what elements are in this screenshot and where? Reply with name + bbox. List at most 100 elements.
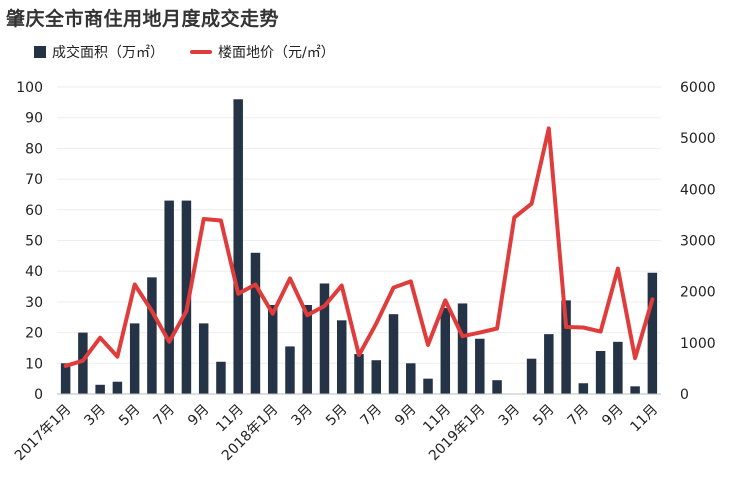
bar (578, 383, 589, 394)
price-point (253, 283, 257, 287)
price-point (547, 126, 551, 130)
y-left-tick-label: 0 (34, 387, 43, 403)
bar (216, 361, 226, 394)
y-left-tick-label: 60 (25, 203, 43, 219)
price-point (322, 304, 326, 308)
x-tick-label: 9月 (392, 402, 420, 430)
y-left-tick-label: 20 (25, 326, 43, 342)
bar (561, 300, 571, 394)
bar (112, 381, 123, 394)
price-point (271, 312, 275, 316)
legend-swatch-bar (34, 46, 46, 58)
bar (388, 314, 399, 394)
x-tick-label: 9月 (599, 402, 627, 430)
legend-item-price: 楼面地价（元/㎡） (190, 42, 335, 62)
price-point (150, 309, 154, 313)
bar (302, 304, 312, 394)
y-right-tick-label: 0 (680, 387, 689, 403)
price-point (115, 355, 119, 359)
price-point (374, 321, 378, 325)
bar (613, 341, 623, 394)
bar (319, 283, 330, 394)
bar (526, 358, 537, 394)
y-right-tick-label: 4000 (680, 182, 716, 198)
bar (233, 99, 243, 394)
y-left-tick-label: 80 (25, 141, 43, 157)
y-left-tick-label: 30 (25, 295, 43, 311)
bar (60, 363, 71, 394)
price-point (409, 279, 413, 283)
bar (544, 334, 554, 394)
y-right-tick-label: 5000 (680, 131, 716, 147)
bar (198, 323, 209, 394)
bar (440, 308, 451, 394)
bar (147, 277, 157, 394)
bar (475, 338, 485, 394)
bar (267, 304, 278, 394)
price-point (305, 313, 309, 317)
price-point (340, 284, 344, 288)
price-point (512, 215, 516, 219)
x-tick-label: 9月 (185, 402, 213, 430)
legend-label-price: 楼面地价（元/㎡） (218, 45, 335, 61)
price-point (98, 336, 102, 340)
y-left-tick-label: 70 (25, 172, 43, 188)
bar (647, 272, 658, 394)
bar (423, 378, 433, 394)
legend-label-area: 成交面积（万㎡） (52, 45, 164, 61)
y-left-tick-label: 40 (25, 264, 43, 280)
price-point (495, 327, 499, 331)
bar (95, 384, 105, 394)
price-point (357, 353, 361, 357)
x-tick-label: 3月 (496, 402, 524, 430)
price-point (64, 364, 68, 368)
bar (78, 332, 88, 394)
x-tick-label: 5月 (323, 402, 351, 430)
bar (250, 252, 261, 394)
y-left-tick-label: 90 (25, 111, 43, 127)
bar (371, 360, 382, 394)
chart-legend: 成交面积（万㎡） 楼面地价（元/㎡） (34, 42, 361, 62)
bar (457, 303, 468, 394)
x-tick-label: 11月 (627, 402, 661, 436)
price-point (392, 286, 396, 290)
y-right-tick-label: 2000 (680, 285, 716, 301)
bar (129, 323, 140, 394)
price-point (461, 334, 465, 338)
x-tick-label: 5月 (116, 402, 144, 430)
price-point (599, 330, 603, 334)
price-point (202, 217, 206, 221)
y-left-tick-label: 100 (16, 80, 43, 96)
price-point (133, 283, 137, 287)
price-point (288, 276, 292, 280)
price-point (167, 340, 171, 344)
price-point (650, 297, 654, 301)
x-tick-label: 2017年1月 (12, 402, 75, 465)
price-point (564, 325, 568, 329)
y-left-tick-label: 50 (25, 234, 43, 250)
x-tick-label: 3月 (289, 402, 317, 430)
price-point (236, 292, 240, 296)
bar (492, 380, 502, 394)
price-point (616, 267, 620, 271)
x-tick-label: 7月 (150, 402, 178, 430)
legend-item-area: 成交面积（万㎡） (34, 42, 164, 62)
chart-title: 肇庆全市商住用地月度成交走势 (6, 8, 280, 30)
bar (406, 363, 416, 394)
price-point (426, 343, 430, 347)
y-right-tick-label: 3000 (680, 234, 716, 250)
y-right-tick-label: 1000 (680, 336, 716, 352)
price-point (219, 219, 223, 223)
price-point (81, 359, 85, 363)
legend-swatch-line (190, 50, 212, 54)
price-point (443, 298, 447, 302)
bar (354, 354, 364, 394)
price-point (478, 331, 482, 335)
price-point (581, 325, 585, 329)
price-point (184, 309, 188, 313)
x-tick-label: 3月 (81, 402, 109, 430)
bar (336, 320, 347, 394)
bar (630, 386, 640, 394)
price-point (633, 356, 637, 360)
